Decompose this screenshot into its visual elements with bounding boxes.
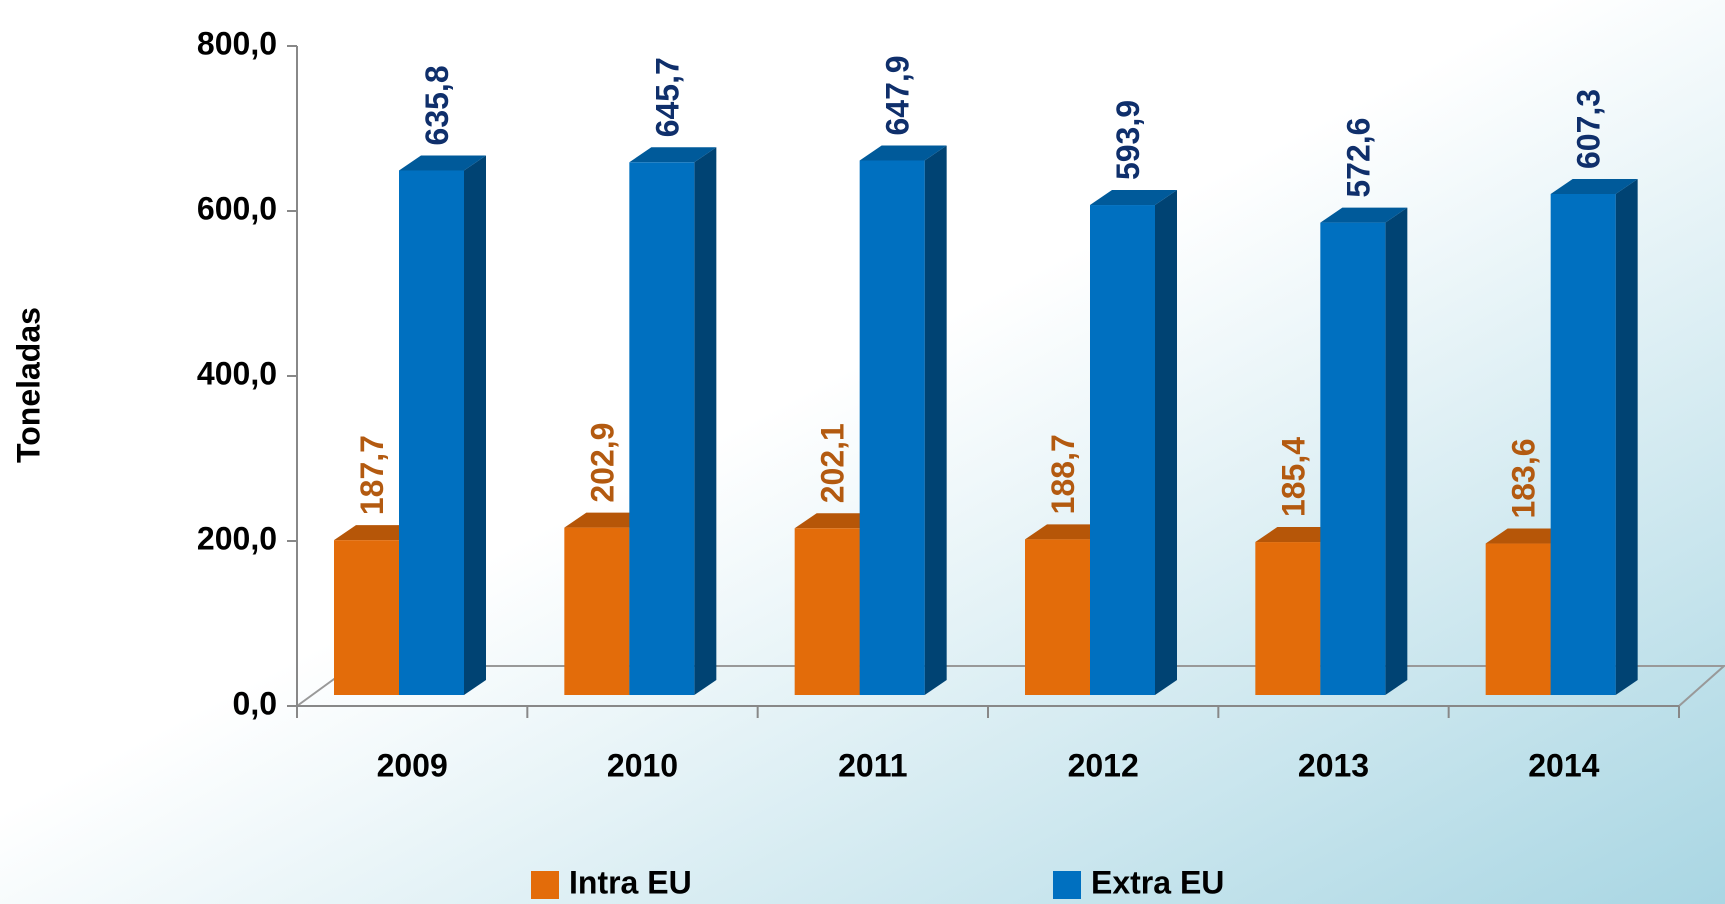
bar-side (694, 147, 717, 696)
value-label: 645,7 (649, 57, 685, 137)
x-tick-label: 2011 (838, 747, 907, 783)
value-label: 572,6 (1340, 118, 1376, 198)
legend-label: Intra EU (569, 864, 692, 900)
value-label: 202,9 (584, 423, 620, 503)
y-axis-title: Toneladas (10, 307, 46, 463)
bar-side (1155, 190, 1177, 695)
x-tick-label: 2014 (1528, 747, 1599, 783)
value-label: 183,6 (1506, 438, 1542, 518)
y-tick-label: 200,0 (197, 520, 277, 556)
bar (1320, 222, 1386, 696)
value-label: 202,1 (815, 423, 851, 503)
y-tick-label: 600,0 (197, 190, 277, 226)
x-tick-label: 2009 (377, 747, 448, 783)
value-label: 607,3 (1571, 89, 1607, 169)
x-tick-label: 2012 (1068, 747, 1139, 783)
x-tick-label: 2013 (1298, 747, 1369, 783)
value-label: 188,7 (1045, 434, 1081, 514)
bar (1485, 543, 1551, 695)
bar-top (859, 145, 947, 161)
bar-side (1385, 207, 1408, 696)
bar-top (629, 147, 717, 163)
bar-top (1090, 190, 1177, 206)
x-tick-label: 2010 (607, 747, 678, 783)
value-label: 187,7 (354, 435, 390, 515)
value-label: 647,9 (880, 55, 916, 135)
value-label: 185,4 (1275, 437, 1311, 517)
bar-side (464, 155, 486, 696)
legend-swatch (531, 871, 559, 899)
bar (564, 527, 630, 695)
bar (629, 162, 695, 696)
bar (334, 540, 399, 695)
bar-side (1615, 178, 1638, 696)
bar (1255, 542, 1321, 695)
value-label: 635,8 (419, 65, 455, 145)
bar (794, 528, 860, 695)
bar (859, 160, 925, 696)
bar-side (924, 145, 947, 696)
legend-swatch (1053, 871, 1081, 899)
bar-top (1320, 207, 1408, 223)
bar (1090, 205, 1155, 695)
bar (1025, 539, 1090, 695)
value-label: 593,9 (1110, 100, 1146, 180)
y-tick-label: 0,0 (233, 685, 277, 721)
bar (399, 170, 464, 696)
bar (1550, 193, 1616, 696)
bar-top (1550, 178, 1638, 194)
bar-top (399, 155, 486, 171)
y-tick-label: 800,0 (197, 25, 277, 61)
y-tick-label: 400,0 (197, 355, 277, 391)
legend-label: Extra EU (1091, 864, 1224, 900)
